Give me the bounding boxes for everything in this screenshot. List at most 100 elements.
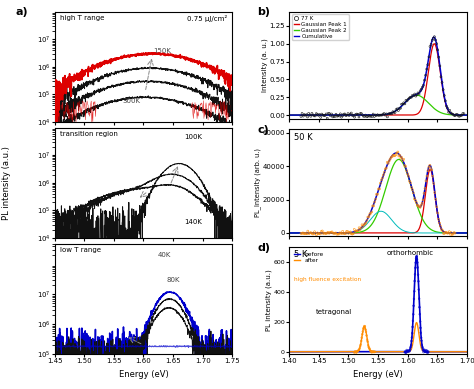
Point [419, 347, 427, 353]
Point [346, 229, 353, 235]
Point [369, 111, 377, 117]
Point [385, 158, 393, 164]
Point [351, 114, 358, 120]
Point [302, 231, 310, 237]
Point [425, 164, 433, 170]
Point [402, 97, 410, 103]
Text: high fluence excitation: high fluence excitation [294, 277, 362, 282]
Point [369, 349, 377, 355]
Point [311, 229, 319, 235]
Point [300, 231, 308, 237]
Point [451, 113, 459, 119]
Point [369, 203, 376, 209]
Point [448, 232, 456, 238]
Point [346, 111, 354, 117]
Point [384, 160, 392, 166]
Text: b): b) [257, 7, 270, 18]
Point [418, 335, 425, 341]
Point [412, 259, 419, 266]
Point [311, 113, 319, 119]
Point [352, 349, 360, 355]
Point [414, 203, 422, 209]
Point [355, 228, 362, 234]
Point [424, 168, 432, 174]
Point [360, 326, 367, 332]
Point [410, 303, 418, 309]
Point [386, 110, 393, 117]
Point [423, 66, 430, 72]
Point [422, 178, 430, 184]
Point [421, 347, 428, 353]
Point [361, 323, 368, 329]
Point [331, 230, 339, 236]
Point [344, 110, 352, 117]
Point [367, 210, 374, 216]
Point [390, 109, 398, 116]
Point [419, 347, 427, 354]
Point [414, 259, 421, 266]
Point [328, 111, 336, 117]
Point [309, 112, 317, 118]
Point [331, 113, 339, 119]
Point [458, 112, 465, 118]
Point [307, 113, 315, 119]
Point [315, 230, 322, 237]
Point [318, 111, 326, 117]
Point [355, 347, 362, 353]
Point [356, 345, 364, 352]
Point [346, 112, 353, 119]
Point [382, 166, 389, 172]
Point [334, 113, 342, 119]
Point [316, 111, 323, 117]
Point [408, 338, 415, 344]
Point [364, 338, 372, 345]
Point [389, 109, 397, 115]
Point [393, 150, 401, 156]
Point [453, 111, 460, 117]
Point [383, 165, 390, 171]
Point [388, 154, 396, 160]
Point [445, 109, 452, 115]
Point [396, 105, 403, 112]
Point [304, 228, 311, 234]
Point [405, 348, 412, 354]
Point [351, 349, 358, 356]
Point [390, 153, 398, 159]
Point [356, 343, 364, 349]
Point [318, 228, 325, 235]
Point [380, 110, 388, 117]
Point [348, 112, 356, 119]
Point [303, 112, 310, 118]
Point [404, 349, 412, 355]
Point [407, 343, 415, 350]
Point [299, 230, 307, 236]
Point [351, 349, 359, 355]
Text: orthorhombic: orthorhombic [387, 250, 434, 256]
Point [343, 112, 351, 118]
Point [349, 231, 357, 237]
Point [409, 186, 416, 193]
Point [445, 230, 452, 236]
Point [305, 110, 312, 116]
Point [456, 113, 464, 119]
Point [362, 112, 369, 118]
Point [447, 110, 455, 116]
Point [369, 349, 376, 355]
Point [407, 94, 414, 100]
Point [337, 114, 345, 120]
Text: a): a) [16, 7, 28, 17]
Point [451, 230, 459, 236]
Text: 80K: 80K [166, 277, 180, 283]
Point [454, 112, 461, 118]
Point [301, 112, 309, 118]
Point [431, 189, 438, 196]
Point [361, 323, 369, 329]
Point [444, 105, 451, 111]
Point [333, 113, 341, 119]
Point [408, 342, 415, 348]
Point [356, 110, 364, 117]
Point [377, 112, 384, 118]
Y-axis label: PL_Intensity (arb. u.): PL_Intensity (arb. u.) [255, 148, 261, 217]
Point [350, 226, 358, 233]
Point [353, 349, 360, 356]
